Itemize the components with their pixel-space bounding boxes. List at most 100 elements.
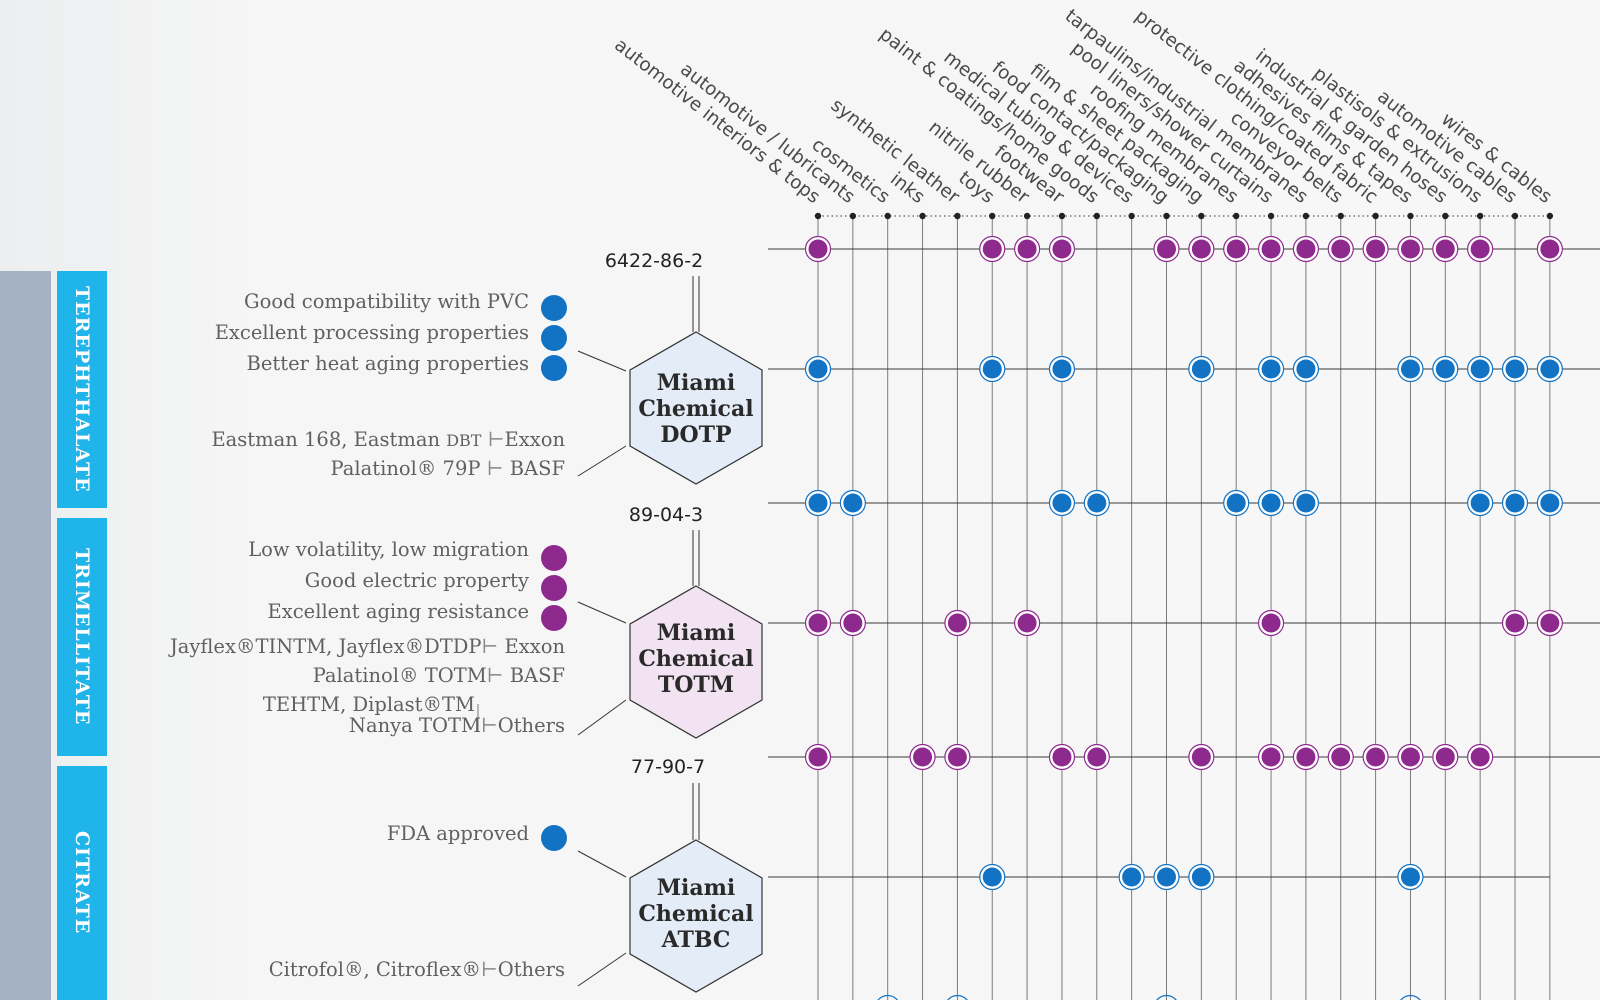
column-head-dot (1511, 212, 1519, 220)
matrix-dot (1226, 493, 1246, 513)
matrix-dot (1470, 239, 1490, 259)
property-text: Good compatibility with PVC (244, 290, 529, 313)
matrix-dot (1400, 359, 1420, 379)
brand-line: Miami (656, 875, 736, 901)
product-hexagon-label-totm: Miami Chemical TOTM (631, 620, 761, 698)
matrix-dot (1540, 613, 1560, 633)
equivalent-name: TEHTM, Diplast®TM (262, 693, 475, 716)
annotation-connector (577, 445, 627, 477)
column-head-dot (1023, 212, 1031, 220)
column-head-dot (884, 212, 891, 220)
brand-line: Chemical (638, 901, 754, 927)
annotation-connector (577, 850, 627, 878)
matrix-dot (1400, 239, 1420, 259)
equivalent-product: Nanya TOTM⊢Others (349, 714, 565, 737)
matrix-dot-ring (1400, 994, 1421, 1000)
matrix-dot (947, 613, 967, 633)
matrix-dot (1331, 747, 1351, 767)
manufacturer-name: BASF (509, 457, 565, 480)
column-head-dot (1442, 212, 1449, 220)
column-head-dot (1128, 212, 1135, 220)
matrix-dot (808, 239, 828, 259)
column-head-dot (1407, 212, 1414, 220)
product-code: DOTP (660, 422, 732, 448)
column-head-dot (1372, 212, 1379, 220)
matrix-dot (982, 867, 1002, 887)
matrix-dot (913, 747, 933, 767)
column-head-dot (1337, 212, 1344, 220)
brand-line: Chemical (638, 646, 754, 672)
manufacturer-name: Exxon (504, 428, 565, 451)
column-head-dot (1267, 212, 1275, 220)
matrix-dot (1261, 359, 1281, 379)
matrix-dot (1296, 493, 1316, 513)
matrix-dot (1191, 747, 1211, 767)
matrix-dot (1435, 747, 1455, 767)
property-text: Better heat aging properties (246, 352, 529, 375)
connector-mark: ⊢ (480, 958, 498, 981)
brand-line: Chemical (638, 396, 754, 422)
matrix-dot (1052, 493, 1072, 513)
matrix-dot (1052, 359, 1072, 379)
equivalent-name-small: DBT (446, 431, 482, 450)
column-head-dot (919, 212, 926, 220)
equivalent-product: Citrofol®, Citroflex®⊢Others (269, 958, 565, 981)
matrix-dot (1400, 747, 1420, 767)
matrix-dot (1226, 239, 1246, 259)
matrix-dot (1191, 867, 1211, 887)
annotation-connector (577, 350, 627, 372)
matrix-dot (1087, 747, 1107, 767)
matrix-dot (1470, 747, 1490, 767)
brand-line: Miami (656, 620, 736, 646)
matrix-dot (808, 359, 828, 379)
column-head-dot (849, 212, 857, 220)
matrix-dot (808, 493, 828, 513)
column-head-dot (989, 212, 996, 220)
matrix-dot (1470, 493, 1490, 513)
side-band (0, 271, 51, 1000)
matrix-dot (1191, 239, 1211, 259)
property-text: Excellent aging resistance (267, 600, 529, 623)
matrix-dot (1331, 239, 1351, 259)
category-tab-terephthalate: TEREPHTHALATE (57, 271, 107, 508)
matrix-dot (1017, 613, 1037, 633)
hexagon-dotp (629, 331, 763, 485)
matrix-dot (1540, 359, 1560, 379)
matrix-dot (1261, 239, 1281, 259)
product-code: ATBC (661, 927, 731, 953)
equivalent-product: Palatinol® TOTM⊢ BASF (313, 664, 565, 687)
category-tab-trimellitate: TRIMELLITATE (57, 518, 107, 756)
matrix-dot (947, 747, 967, 767)
property-text: FDA approved (386, 822, 529, 845)
connector-mark: ⊢ (481, 635, 499, 658)
matrix-dot (982, 359, 1002, 379)
property-text: Low volatility, low migration (248, 538, 529, 561)
matrix-dot (1122, 867, 1142, 887)
matrix-dot (1052, 747, 1072, 767)
matrix-dot (1505, 613, 1525, 633)
connector-mark: ⊢ (486, 664, 504, 687)
manufacturer-name: Others (497, 958, 565, 981)
property-bullet-icon (541, 295, 567, 321)
property-text: Excellent processing properties (214, 321, 529, 344)
brand-line: Miami (656, 370, 736, 396)
application-label: automotive / lubricants (676, 59, 858, 208)
equivalent-name: Palatinol® 79P (330, 457, 481, 480)
hexagon-atbc (629, 839, 763, 993)
column-head-dot (1476, 212, 1484, 220)
annotation-connector (577, 699, 627, 736)
matrix-dot-ring (947, 994, 968, 1000)
matrix-dot (1296, 239, 1316, 259)
matrix-dot (1017, 239, 1037, 259)
column-head-dot (1163, 212, 1170, 220)
column-head-dot (1093, 212, 1101, 220)
equivalent-name: Nanya TOTM (348, 714, 481, 737)
manufacturer-name: BASF (509, 664, 565, 687)
equivalent-product: Palatinol® 79P ⊢ BASF (331, 457, 565, 480)
property-bullet-icon (541, 605, 567, 631)
column-head-dot (1302, 212, 1310, 220)
cas-number: 6422-86-2 (604, 250, 704, 272)
matrix-dot (1052, 239, 1072, 259)
matrix-dot (1261, 747, 1281, 767)
